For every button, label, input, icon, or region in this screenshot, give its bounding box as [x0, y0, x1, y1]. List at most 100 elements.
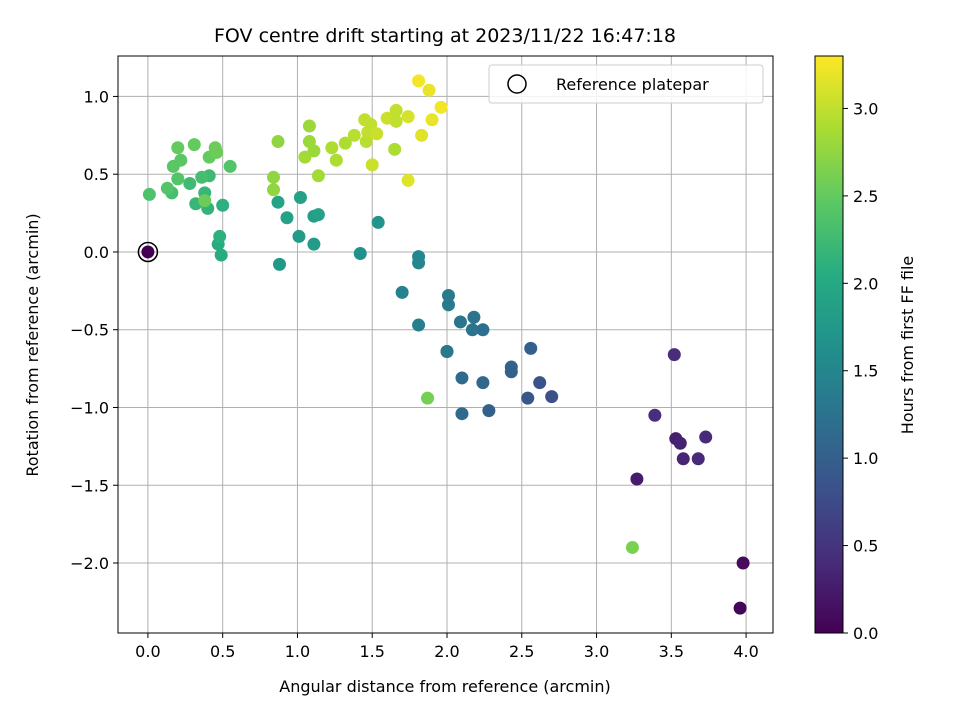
reference-platepar-marker	[137, 241, 159, 263]
data-point	[171, 141, 185, 155]
y-tick-label: −1.0	[70, 398, 109, 417]
data-point	[691, 452, 705, 466]
data-point	[174, 153, 188, 167]
data-point	[267, 183, 281, 197]
data-point	[370, 127, 384, 141]
data-point	[293, 191, 307, 205]
data-point	[673, 436, 687, 450]
data-point	[521, 391, 535, 405]
data-point	[425, 113, 439, 127]
x-tick-label: 2.5	[509, 642, 534, 661]
chart-title: FOV centre drift starting at 2023/11/22 …	[214, 25, 676, 47]
plot-frame	[117, 55, 774, 634]
x-tick-label: 2.0	[434, 642, 459, 661]
x-tick-label: 4.0	[733, 642, 758, 661]
data-point	[365, 158, 379, 172]
data-point	[625, 540, 639, 554]
data-point	[347, 128, 361, 142]
y-axis-label: Rotation from reference (arcmin)	[23, 213, 42, 476]
data-point	[271, 195, 285, 209]
x-axis-label: Angular distance from reference (arcmin)	[279, 677, 610, 696]
data-point	[171, 172, 185, 186]
x-tick-label: 1.5	[359, 642, 384, 661]
data-point	[271, 135, 285, 149]
data-point	[214, 248, 228, 262]
data-point	[699, 430, 713, 444]
legend-entry-reference-platepar: Reference platepar	[556, 75, 709, 94]
data-point	[302, 119, 316, 133]
data-point	[364, 117, 378, 131]
data-point	[325, 141, 339, 155]
data-point	[213, 229, 227, 243]
data-point	[389, 114, 403, 128]
y-ticks: 1.0 0.5 0.0 −0.5 −1.0 −1.5 −2.0	[70, 87, 118, 573]
data-point	[329, 153, 343, 167]
data-point	[298, 150, 312, 164]
data-point	[371, 215, 385, 229]
colorbar-tick-label: 0.5	[853, 537, 878, 556]
data-point	[422, 83, 436, 97]
y-tick-label: 0.5	[84, 165, 109, 184]
data-point	[311, 208, 325, 222]
data-point	[223, 159, 237, 173]
data-point	[465, 323, 479, 337]
legend-box	[488, 64, 764, 104]
data-point	[482, 404, 496, 418]
data-point	[441, 298, 455, 312]
data-point	[736, 556, 750, 570]
data-point	[401, 173, 415, 187]
colorbar-ticks: 0.0 0.5 1.0 1.5 2.0 2.5 3.0	[843, 99, 878, 643]
data-point	[524, 341, 538, 355]
data-point	[311, 169, 325, 183]
data-point	[141, 245, 155, 259]
data-point	[415, 128, 429, 142]
y-tick-label: 1.0	[84, 87, 109, 106]
data-point	[412, 318, 426, 332]
x-tick-label: 0.5	[210, 642, 235, 661]
colorbar: 0.0 0.5 1.0 1.5 2.0 2.5 3.0 Hours from first F…	[814, 55, 917, 643]
scatter-points	[137, 74, 750, 615]
data-point	[504, 365, 518, 379]
data-point	[676, 452, 690, 466]
data-point	[648, 408, 662, 422]
data-point	[142, 187, 156, 201]
data-point	[338, 136, 352, 150]
data-point	[183, 177, 197, 191]
data-point	[307, 237, 321, 251]
data-point	[187, 138, 201, 152]
data-point	[210, 145, 224, 159]
grid	[118, 56, 773, 633]
colorbar-gradient	[814, 55, 844, 634]
data-point	[455, 371, 469, 385]
y-tick-label: −1.5	[70, 476, 109, 495]
x-tick-label: 3.0	[584, 642, 609, 661]
data-point	[455, 407, 469, 421]
data-point	[388, 142, 402, 156]
x-ticks: 0.0 0.5 1.0 1.5 2.0 2.5 3.0 3.5 4.0	[135, 633, 759, 661]
data-point	[401, 110, 415, 124]
data-point	[440, 344, 454, 358]
data-point	[389, 103, 403, 117]
colorbar-tick-label: 1.5	[853, 362, 878, 381]
data-point	[434, 100, 448, 114]
data-point	[467, 310, 481, 324]
data-point	[476, 376, 490, 390]
data-point	[267, 170, 281, 184]
x-tick-label: 0.0	[135, 642, 160, 661]
colorbar-tick-label: 1.0	[853, 449, 878, 468]
data-point	[273, 257, 287, 271]
data-point	[533, 376, 547, 390]
data-point	[292, 229, 306, 243]
legend-marker	[507, 74, 527, 94]
y-tick-label: −0.5	[70, 321, 109, 340]
data-point	[545, 390, 559, 404]
data-point	[630, 472, 644, 486]
data-point	[421, 391, 435, 405]
data-point	[395, 285, 409, 299]
data-point	[353, 247, 367, 261]
data-point	[667, 348, 681, 362]
data-point	[441, 289, 455, 303]
data-point	[280, 211, 294, 225]
x-tick-label: 3.5	[659, 642, 684, 661]
